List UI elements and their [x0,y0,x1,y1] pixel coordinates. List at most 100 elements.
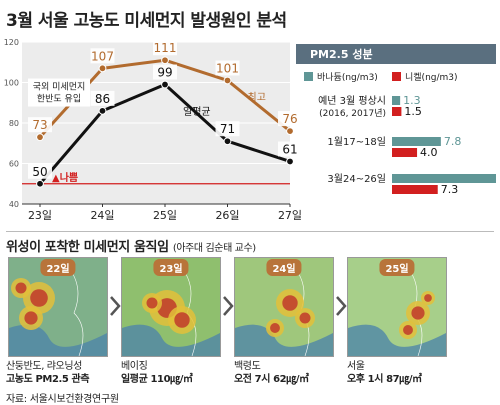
pm-core [270,323,280,333]
bar-vanadium [392,96,401,105]
data-label-bg [153,40,177,56]
chevron-shape [336,296,347,316]
bar-nickel [392,185,438,194]
pm-core [146,297,158,309]
data-label-bg [90,48,115,64]
bar-value-vanadium: 7.8 [444,135,462,148]
pm-core [282,295,298,311]
data-point [161,80,169,89]
data-label-bg [28,117,52,133]
sea-area [9,324,107,356]
pm-core [299,312,311,324]
legend-swatch [392,72,401,81]
data-label-bg [215,60,240,76]
data-label: 73 [32,118,47,132]
pm-core [411,306,425,320]
legend-label: 바나듐(ng/m3) [317,72,378,83]
bar-value-nickel: 1.5 [404,105,422,118]
panel-day-label: 25일 [379,259,415,276]
threshold-label: ▲나쁨 [52,171,78,184]
source-note: 자료: 서울시보건환경연구원 [6,394,119,405]
data-point [223,137,232,146]
data-label: 86 [95,92,110,106]
divider [6,231,494,232]
satellite-map [122,258,220,356]
bar-chart-title: PM2.5 성분 [310,47,373,61]
pm-core [403,325,413,335]
chevron-right-icon [223,296,234,316]
bar-chart-title-bg [296,44,496,64]
y-tick-label: 60 [9,160,19,169]
data-label: 107 [91,49,114,63]
coastline [68,267,84,356]
series-label-avg: 일평균 [183,106,211,118]
x-tick-label: 26일 [215,208,239,222]
satellite-title: 위성이 포착한 미세먼지 움직임 (아주대 김순태 교수) [6,236,256,255]
panel-day-label: 23일 [153,259,189,276]
data-label: 99 [157,66,172,80]
panel-caption: 베이징 일평균 110㎍/㎥ [121,360,193,386]
panel-caption-line1: 백령도 [234,361,261,372]
y-tick-label: 80 [9,119,19,128]
annotation-box [28,78,90,107]
panel-caption-line2: 고농도 PM2.5 관측 [6,374,90,385]
y-tick-label: 40 [9,200,19,209]
data-point [286,157,294,166]
chevron-right-icon [110,296,121,316]
data-label: 111 [154,41,177,55]
chevron-shape [223,296,234,316]
panel-caption-line1: 서울 [347,361,365,372]
x-tick-label: 27일 [278,208,302,222]
satellite-map [9,258,107,356]
data-label: 61 [282,142,297,156]
x-tick-label: 24일 [90,208,114,222]
panel-day-label: 24일 [266,259,302,276]
data-label-bg [90,90,115,106]
data-label: 76 [282,112,297,126]
data-point [286,127,294,135]
data-point [36,179,44,188]
data-point [98,64,107,73]
panel-caption-line1: 산둥반도, 랴오닝성 [6,361,82,372]
line-chart: 40 60 80 100 120 23일 24일 25일 26일 27일 ▲나쁨 73 107 111 10… [4,38,302,222]
bar-value-nickel: 4.0 [420,146,438,159]
sea-area [235,324,333,356]
data-label-bg [153,64,177,80]
panel-caption-line2: 오후 1시 87㎍/㎥ [347,374,422,385]
satellite-image-3: 24일 [234,257,334,357]
data-point [98,106,107,115]
chevron-right-icon [336,296,347,316]
pm-core [424,294,432,302]
x-tick-label: 25일 [153,208,177,222]
sea-area [348,324,446,356]
y-tick-label: 100 [4,79,19,88]
data-label: 71 [220,122,235,136]
pm-core [174,312,190,328]
annotation-line-2: 한반도 유입 [37,93,81,105]
group-sublabel: (2016, 2017년) [319,108,386,119]
y-tick-label: 120 [4,38,19,47]
data-point [161,56,169,65]
bar-vanadium [392,174,496,183]
satellite-map [348,258,446,356]
page-title: 3월 서울 고농도 미세먼지 발생원인 분석 [6,11,287,31]
data-label-bg [215,121,240,137]
annotation-line-1: 국외 미세먼지 [33,81,86,93]
chevron-shape [110,296,121,316]
data-label: 50 [32,165,47,179]
satellite-map [235,258,333,356]
sea-area [122,324,220,356]
pm-core [15,282,27,294]
satellite-credit: (아주대 김순태 교수) [172,243,256,254]
bar-nickel [392,148,418,157]
bar-value-vanadium: 1.3 [403,94,421,107]
pm-core [24,311,38,325]
panel-caption-line2: 오전 7시 62㎍/㎥ [234,374,309,385]
legend-swatch [304,72,313,81]
satellite-image-2: 23일 [121,257,221,357]
data-label-bg [278,141,302,157]
panel-caption-line2: 일평균 110㎍/㎥ [121,374,193,385]
